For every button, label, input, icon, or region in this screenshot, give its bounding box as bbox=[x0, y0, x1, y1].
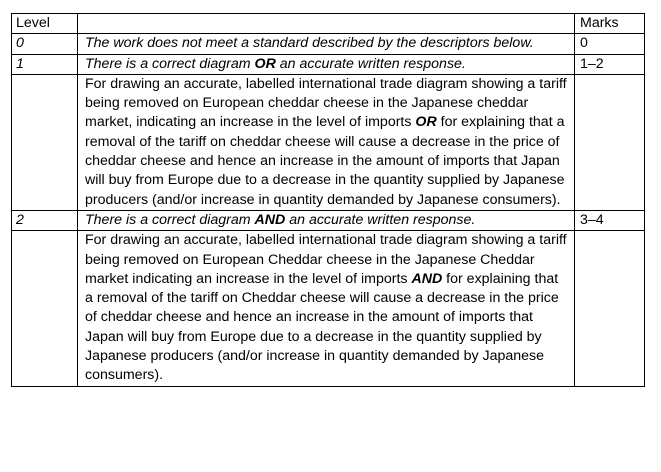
description-header bbox=[77, 12, 575, 35]
level-2-summary-post: an accurate written response. bbox=[285, 211, 476, 228]
level-2-detail-emph: AND bbox=[411, 270, 443, 287]
level-1-cell: 1 bbox=[11, 53, 78, 75]
level-2-detail-pre: For drawing an accurate, labelled intern… bbox=[85, 232, 567, 287]
level-2-summary: There is a correct diagram AND an accura… bbox=[77, 209, 575, 232]
level-1-summary: There is a correct diagram OR an accurat… bbox=[77, 53, 575, 75]
level-2-detail-row: For drawing an accurate, labelled intern… bbox=[11, 230, 645, 387]
level-0-summary: The work does not meet a standard descri… bbox=[77, 33, 575, 55]
level-2-summary-row: 2 There is a correct diagram AND an accu… bbox=[11, 209, 645, 232]
level-0-marks: 0 bbox=[574, 33, 645, 55]
header-row: Level Marks bbox=[11, 12, 645, 35]
level-1-summary-pre: There is a correct diagram bbox=[85, 55, 255, 72]
level-1-detail-blank bbox=[11, 73, 78, 211]
level-2-summary-emph: AND bbox=[254, 211, 286, 228]
level-1-summary-row: 1 There is a correct diagram OR an accur… bbox=[11, 53, 645, 75]
level-2-marks: 3–4 bbox=[574, 209, 645, 232]
markscheme-table-container: Level Marks 0 The work does not meet a s… bbox=[11, 12, 645, 387]
level-1-summary-post: an accurate written response. bbox=[275, 55, 466, 72]
level-0-cell: 0 bbox=[11, 33, 78, 55]
level-1-detail-pre: For drawing an accurate, labelled intern… bbox=[85, 75, 567, 131]
level-2-detail: For drawing an accurate, labelled intern… bbox=[77, 230, 575, 387]
level-2-cell: 2 bbox=[11, 209, 78, 232]
level-2-summary-pre: There is a correct diagram bbox=[85, 211, 255, 228]
level-1-detail-post: for explaining that a removal of the tar… bbox=[85, 114, 565, 208]
level-1-summary-emph: OR bbox=[254, 55, 276, 72]
level-2-detail-post: for explaining that a removal of the tar… bbox=[85, 270, 559, 384]
markscheme-table: Level Marks 0 The work does not meet a s… bbox=[11, 12, 645, 387]
level-1-detail-row: For drawing an accurate, labelled intern… bbox=[11, 73, 645, 211]
level-1-detail-marks-blank bbox=[574, 73, 645, 211]
level-1-detail-emph: OR bbox=[415, 114, 437, 131]
level-1-marks: 1–2 bbox=[574, 53, 645, 75]
marks-header: Marks bbox=[574, 12, 645, 35]
level-header: Level bbox=[11, 12, 78, 35]
level-0-row: 0 The work does not meet a standard desc… bbox=[11, 33, 645, 55]
level-1-detail: For drawing an accurate, labelled intern… bbox=[77, 73, 575, 211]
level-2-detail-marks-blank bbox=[574, 230, 645, 387]
level-2-detail-blank bbox=[11, 230, 78, 387]
